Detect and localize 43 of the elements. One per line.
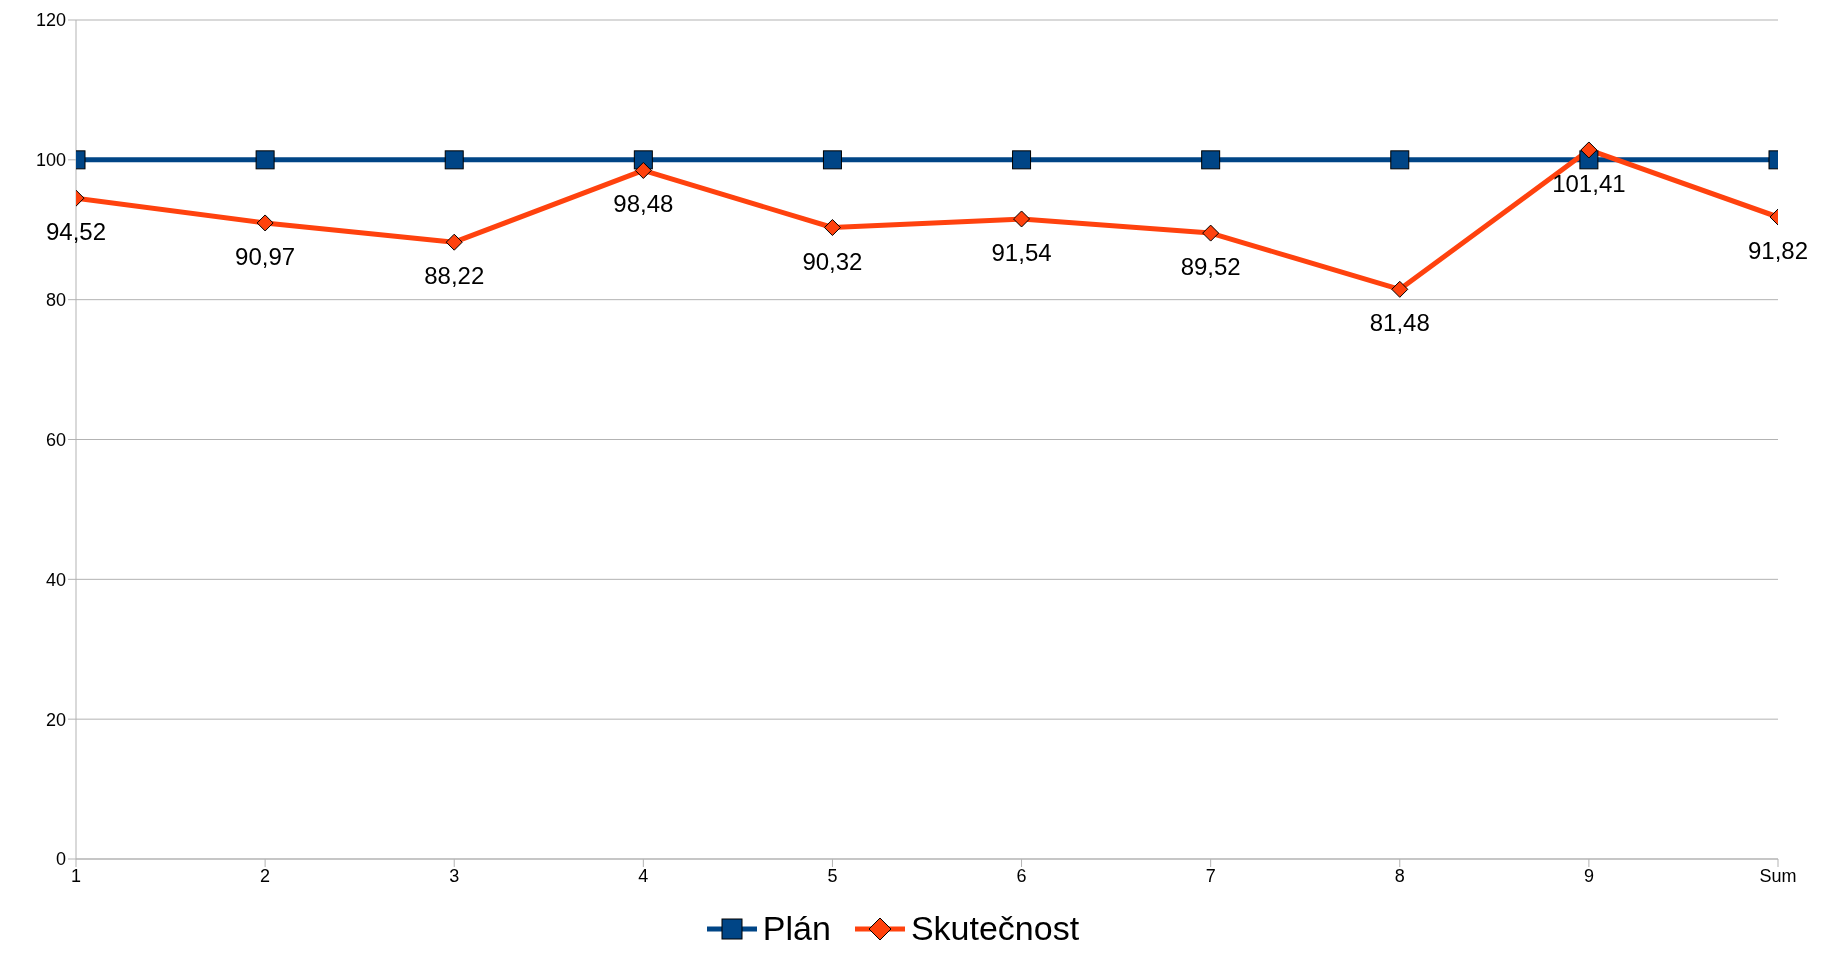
x-tick-label: Sum [1759, 865, 1797, 886]
data-label: 81,48 [1369, 309, 1430, 337]
x-tick-label: 3 [449, 865, 460, 886]
y-tick-label: 100 [35, 150, 66, 171]
point [1201, 150, 1221, 170]
point [1390, 150, 1410, 170]
x-tick-label: 9 [1583, 865, 1594, 886]
data-label: 98,48 [613, 190, 674, 218]
data-label: 90,32 [802, 247, 863, 275]
data-label: 91,54 [991, 238, 1052, 266]
x-tick-label: 1 [70, 865, 82, 886]
data-label: 91,82 [1747, 237, 1809, 265]
x-tick-label: 6 [1016, 865, 1027, 886]
x-tick-label: 5 [827, 865, 838, 886]
y-tick-label: 40 [45, 569, 66, 590]
y-tick-label: 80 [45, 290, 66, 311]
data-label: 89,52 [1180, 253, 1241, 281]
point [823, 219, 841, 237]
legend-label: Plán [762, 909, 831, 948]
point [256, 214, 274, 232]
point [1202, 224, 1220, 242]
y-tick-label: 20 [45, 709, 66, 730]
point [1012, 150, 1032, 170]
point [1580, 141, 1598, 159]
point [445, 233, 463, 251]
legend-label: Skutečnost [910, 909, 1080, 948]
x-tick-label: 8 [1394, 865, 1405, 886]
point [255, 150, 275, 170]
x-tick-label: 2 [260, 865, 271, 886]
point [822, 150, 842, 170]
x-tick-label: 7 [1205, 865, 1216, 886]
data-label: 94,52 [45, 218, 107, 246]
point [444, 150, 464, 170]
y-tick-label: 0 [55, 849, 66, 870]
data-label: 88,22 [424, 262, 485, 290]
point [1391, 280, 1409, 298]
y-tick-label: 120 [35, 10, 66, 31]
point [634, 161, 652, 179]
x-tick-label: 4 [638, 865, 649, 886]
point [1013, 210, 1031, 228]
data-label: 101,41 [1552, 169, 1626, 197]
y-tick-label: 60 [45, 429, 66, 450]
data-label: 90,97 [235, 242, 296, 270]
